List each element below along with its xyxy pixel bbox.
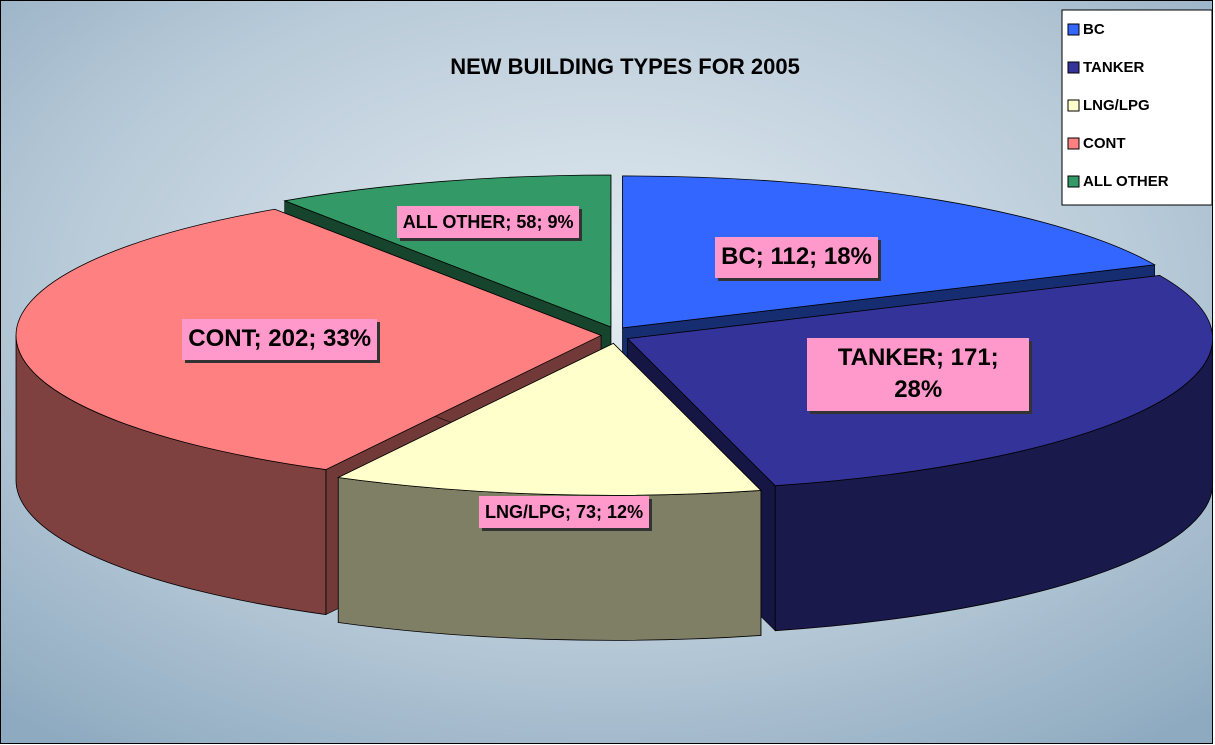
legend-label: BC [1083, 21, 1105, 38]
legend-swatch [1067, 175, 1080, 188]
label-wrap: LNG/LPG; 73; 12% [434, 457, 694, 567]
data-label: BC; 112; 18% [715, 237, 878, 278]
data-label: LNG/LPG; 73; 12% [479, 495, 650, 529]
legend-swatch [1067, 137, 1080, 150]
legend-swatch [1067, 99, 1080, 112]
data-label-box: ALL OTHER; 58; 9% [358, 167, 618, 277]
legend-label: TANKER [1083, 59, 1145, 76]
pie: BC; 112; 18% TANKER; 171; 28% LNG/LPG; 73;… [15, 167, 1214, 641]
data-label-box: BC; 112; 18% [667, 203, 927, 313]
slice-top [622, 175, 1156, 329]
data-label: ALL OTHER; 58; 9% [396, 206, 580, 239]
legend-label: CONT [1083, 135, 1126, 152]
label-wrap: CONT; 202; 33% [150, 285, 410, 395]
pie-slice [336, 342, 762, 641]
data-label-box: LNG/LPG; 73; 12% [434, 457, 694, 567]
legend-label: ALL OTHER [1083, 173, 1169, 190]
legend-box [1061, 9, 1213, 206]
label-wrap: ALL OTHER; 58; 9% [358, 167, 618, 277]
legend: BC TANKER LNG/LPG CONT ALL OTHER [1061, 9, 1213, 206]
data-label-box: CONT; 202; 33% [150, 285, 410, 395]
label-wrap: BC; 112; 18% [667, 203, 927, 313]
chart-title: NEW BUILDING TYPES FOR 2005 [450, 54, 800, 79]
slice-top [336, 342, 762, 496]
label-wrap: TANKER; 171; 28% [788, 319, 1048, 429]
data-label: TANKER; 171; 28% [807, 338, 1030, 411]
legend-label: LNG/LPG [1083, 97, 1150, 114]
data-label: CONT; 202; 33% [182, 319, 378, 360]
legend-swatch [1067, 61, 1080, 74]
legend-swatch [1067, 23, 1080, 36]
data-label-box: TANKER; 171; 28% [788, 319, 1048, 429]
